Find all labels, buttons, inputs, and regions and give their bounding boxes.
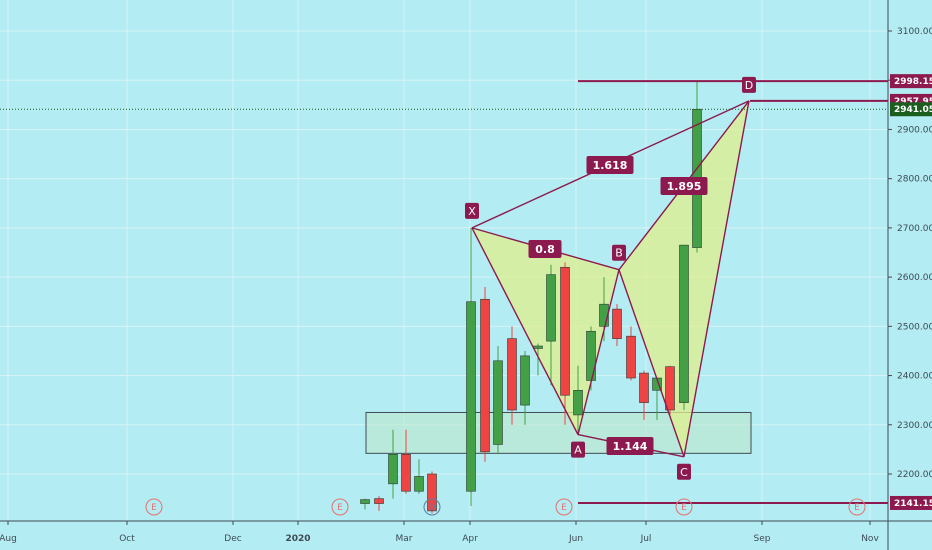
candle-body: [520, 355, 530, 406]
candle-body: [493, 360, 503, 445]
pattern-point-label: X: [468, 205, 476, 218]
price-level-tag-label: 2998.15: [894, 77, 932, 87]
pattern-point-marker: [612, 244, 626, 261]
ratio-label: 1.144: [613, 440, 648, 453]
event-marker: [555, 498, 573, 516]
x-tick-label: Mar: [396, 534, 413, 544]
pattern-line-bc: [618, 269, 685, 458]
candle-body: [560, 266, 570, 396]
pattern-labels: X A B C D 0.8 1.618 1.144 1.895: [465, 76, 756, 480]
price-level-tag-label: 2957.95: [894, 97, 932, 107]
event-marker-label: E: [151, 503, 157, 513]
pattern-point-marker: [677, 463, 691, 480]
y-tick-label: 2600.00: [897, 273, 932, 283]
candle-body: [599, 303, 609, 327]
y-tick-label: 2900.00: [897, 125, 932, 135]
support-zone: [365, 411, 752, 454]
candle-body: [401, 454, 411, 492]
candle-body: [679, 244, 689, 403]
x-tick-label: Sep: [754, 534, 771, 544]
event-marker: [331, 498, 349, 516]
candle-body: [639, 372, 649, 403]
x-tick-label: 2020: [285, 534, 310, 544]
event-marker-label: E: [561, 503, 567, 513]
pattern-point-label: B: [615, 247, 623, 260]
price-level-tag: [890, 495, 932, 510]
y-tick-label: 2500.00: [897, 322, 932, 332]
ratio-marker: [660, 177, 708, 195]
candle-body: [374, 498, 384, 504]
price-axis[interactable]: 2200.00 2300.00 2400.00 2500.00 2600.00 2700.…: [887, 0, 932, 550]
support-zone-box: [365, 411, 752, 454]
price-level-tag-label: 2141.15: [894, 499, 932, 509]
y-tick-label: 2400.00: [897, 372, 932, 382]
candle-body: [612, 308, 622, 339]
candle-body: [360, 499, 370, 504]
pattern-line-cd: [683, 100, 750, 457]
price-level-tag: [890, 74, 932, 89]
x-tick-label: Dec: [224, 534, 241, 544]
pattern-line-xa: [471, 227, 579, 435]
candle-body: [546, 274, 556, 342]
x-tick-label: Apr: [462, 534, 478, 544]
event-marker-label: E: [337, 503, 343, 513]
pattern-point-marker: [742, 76, 756, 93]
event-marker: [675, 498, 693, 516]
candle-body: [533, 345, 543, 349]
event-marker-label: E: [854, 503, 860, 513]
candle-body: [480, 298, 490, 453]
candle-body: [427, 473, 437, 512]
x-tick-label: Nov: [861, 534, 879, 544]
pattern-triangle-xab: [472, 227, 619, 435]
last-price-tag: [890, 102, 932, 117]
pattern-point-marker: [465, 202, 479, 219]
pattern-point-marker: [571, 441, 585, 458]
pattern-point-label: C: [680, 466, 688, 479]
y-tick-label: 2700.00: [897, 224, 932, 234]
candle-body: [665, 366, 675, 411]
candle-body: [586, 330, 596, 381]
ratio-label: 1.895: [667, 180, 702, 193]
y-tick-label: 3100.00: [897, 27, 932, 37]
candle-body: [388, 454, 398, 485]
event-marker-label: D: [429, 503, 436, 513]
y-tick-label: 2300.00: [897, 421, 932, 431]
price-level-lines: [0, 80, 888, 504]
pattern-point-label: D: [745, 79, 753, 92]
event-marker: [848, 498, 866, 516]
candlestick-series: [360, 81, 702, 514]
ratio-marker: [606, 437, 654, 455]
candle-body: [414, 476, 424, 492]
ratio-marker: [586, 156, 634, 174]
pattern-point-label: A: [574, 444, 582, 457]
event-marker: [423, 498, 441, 516]
x-tick-label: Aug: [0, 534, 17, 544]
event-marker: [145, 498, 163, 516]
time-axis[interactable]: Aug Oct Dec 2020 Mar Apr Jun Jul Sep Nov: [0, 520, 932, 544]
y-tick-label: 2800.00: [897, 175, 932, 185]
x-tick-label: Jun: [568, 534, 583, 544]
pattern-line-ab: [577, 269, 620, 435]
x-tick-label: Oct: [119, 534, 135, 544]
ratio-marker: [528, 240, 562, 258]
last-price-tag-label: 2941.05: [894, 105, 932, 115]
candle-body: [507, 338, 517, 411]
candle-body: [466, 301, 476, 492]
event-marker-label: E: [681, 503, 687, 513]
ratio-label: 0.8: [535, 243, 555, 256]
x-tick-label: Jul: [640, 534, 652, 544]
candle-body: [626, 335, 636, 379]
candle-body: [573, 390, 583, 416]
ratio-label: 1.618: [593, 159, 628, 172]
y-tick-label: 2200.00: [897, 470, 932, 480]
